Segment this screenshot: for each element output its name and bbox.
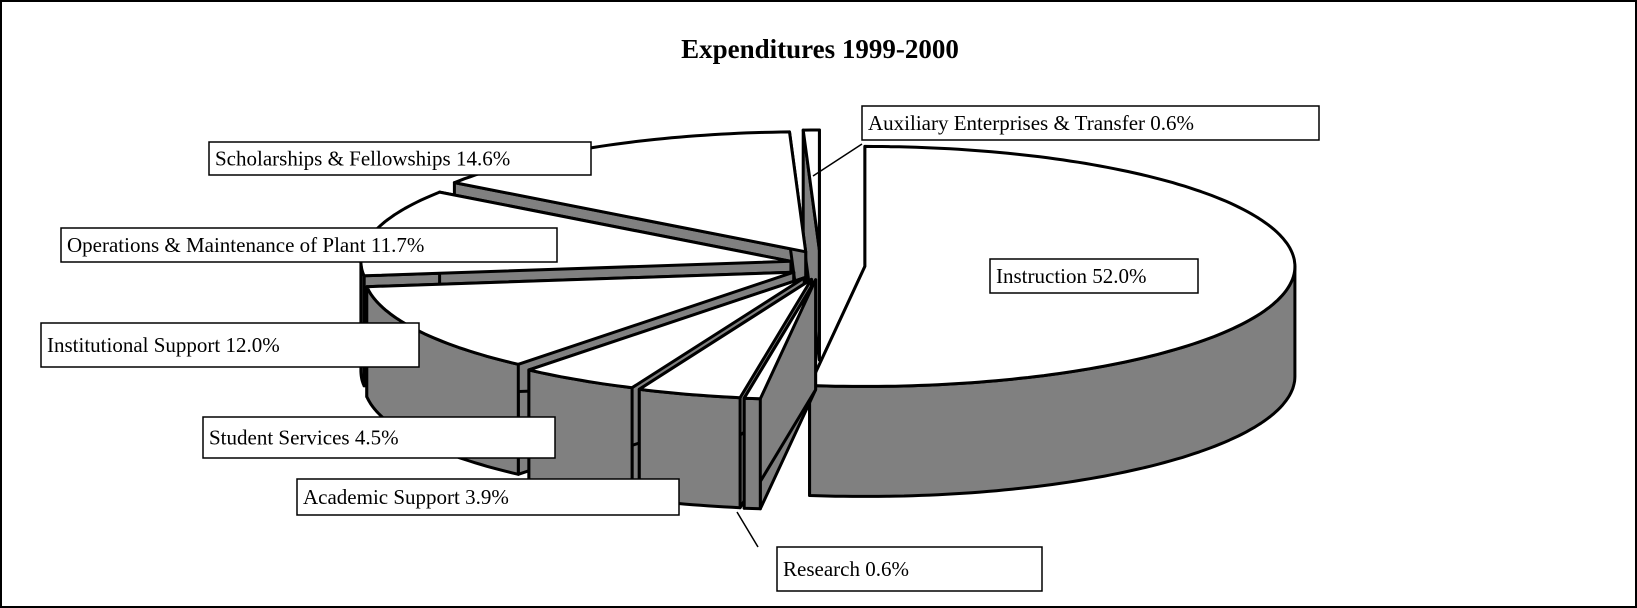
value-label: 3.9% <box>465 485 509 509</box>
label-box <box>202 416 556 459</box>
data-label: Auxiliary Enterprises & Transfer 0.6% <box>868 111 1194 135</box>
slice <box>801 128 821 252</box>
value-label: 4.5% <box>355 425 399 449</box>
value-label: 0.6% <box>1150 111 1194 135</box>
slice-side <box>742 396 762 511</box>
slice <box>527 276 806 390</box>
data-label: Instruction 52.0% <box>996 264 1146 288</box>
data-label: Student Services 4.5% <box>209 425 399 449</box>
label-box <box>861 105 1320 141</box>
category-name: Instruction <box>996 264 1087 288</box>
category-name: Student Services <box>209 425 350 449</box>
value-label: 52.0% <box>1092 264 1146 288</box>
value-label: 14.6% <box>456 146 510 170</box>
chart-title: Expenditures 1999-2000 <box>681 34 959 64</box>
slice <box>637 277 813 400</box>
category-name: Academic Support <box>303 485 460 509</box>
label-box <box>40 322 420 368</box>
leader-line <box>736 511 759 548</box>
data-label: Research 0.6% <box>783 557 909 581</box>
label-box <box>208 141 592 176</box>
data-label: Scholarships & Fellowships 14.6% <box>215 146 510 170</box>
value-label: 0.6% <box>865 557 909 581</box>
data-label: Academic Support 3.9% <box>303 485 509 509</box>
label-box <box>776 546 1043 592</box>
slice <box>742 278 818 401</box>
category-name: Operations & Maintenance of Plant <box>67 233 366 257</box>
label-box <box>296 478 680 516</box>
category-name: Research <box>783 557 860 581</box>
leader-line <box>812 143 863 177</box>
value-label: 12.0% <box>226 333 280 357</box>
category-name: Institutional Support <box>47 333 220 357</box>
category-name: Auxiliary Enterprises & Transfer <box>868 111 1145 135</box>
data-label: Operations & Maintenance of Plant 11.7% <box>67 233 424 257</box>
value-label: 11.7% <box>371 233 424 257</box>
labels: Instruction 52.0% Research 0.6% Academic S… <box>40 105 1320 592</box>
data-label: Institutional Support 12.0% <box>47 333 280 357</box>
category-name: Scholarships & Fellowships <box>215 146 451 170</box>
label-box <box>60 227 558 263</box>
label-box <box>989 258 1199 294</box>
